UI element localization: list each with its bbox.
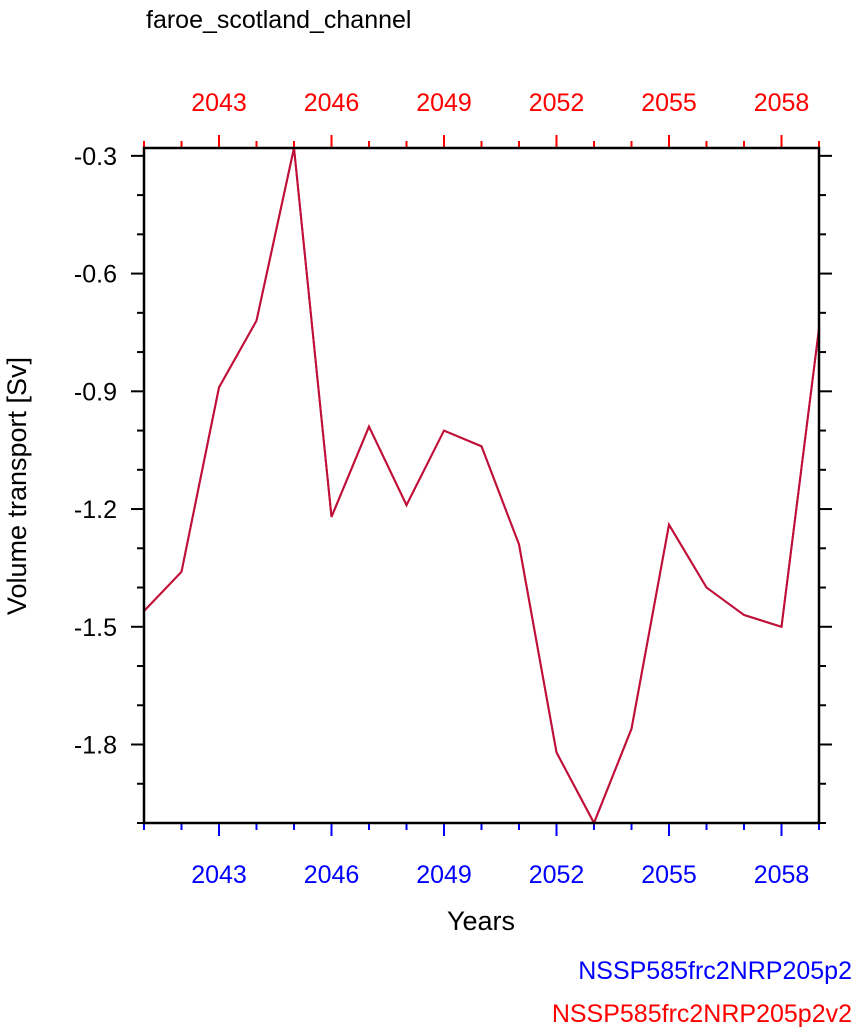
x-top-tick-label: 2049 — [416, 89, 472, 117]
x-bottom-tick-label: 2058 — [754, 861, 810, 889]
x-bottom-tick-label: 2049 — [416, 861, 472, 889]
series-line-2 — [143, 147, 820, 826]
x-bottom-tick-label: 2043 — [191, 861, 247, 889]
tick-marks — [131, 135, 832, 836]
x-top-tick-label: 2055 — [641, 89, 697, 117]
x-bottom-tick-label: 2046 — [304, 861, 360, 889]
y-tick-label: -0.3 — [74, 143, 117, 171]
x-top-tick-labels: 2043 2046 2049 2052 2055 2058 — [191, 89, 809, 117]
plot-frame — [142, 146, 821, 825]
x-top-tick-label: 2058 — [754, 89, 810, 117]
series-line-1 — [143, 147, 820, 826]
x-axis-label: Years — [447, 906, 515, 936]
x-top-tick-label: 2052 — [529, 89, 585, 117]
y-tick-label: -0.9 — [74, 378, 117, 406]
y-axis-label: Volume transport [Sv] — [2, 357, 32, 615]
y-tick-label: -1.2 — [74, 496, 117, 524]
legend-series-2: NSSP585frc2NRP205p2v2 — [552, 1000, 852, 1028]
x-top-tick-label: 2043 — [191, 89, 247, 117]
y-tick-labels: -0.3 -0.6 -0.9 -1.2 -1.5 -1.8 — [74, 143, 117, 760]
x-bottom-tick-label: 2055 — [641, 861, 697, 889]
legend-series-1: NSSP585frc2NRP205p2 — [578, 957, 852, 985]
y-tick-label: -0.6 — [74, 261, 117, 289]
x-bottom-tick-labels: 2043 2046 2049 2052 2055 2058 — [191, 861, 809, 889]
series-layer — [143, 147, 820, 826]
x-bottom-tick-label: 2052 — [529, 861, 585, 889]
x-top-tick-label: 2046 — [304, 89, 360, 117]
y-tick-label: -1.8 — [74, 732, 117, 760]
y-tick-label: -1.5 — [74, 614, 117, 642]
chart-title: faroe_scotland_channel — [146, 6, 411, 34]
